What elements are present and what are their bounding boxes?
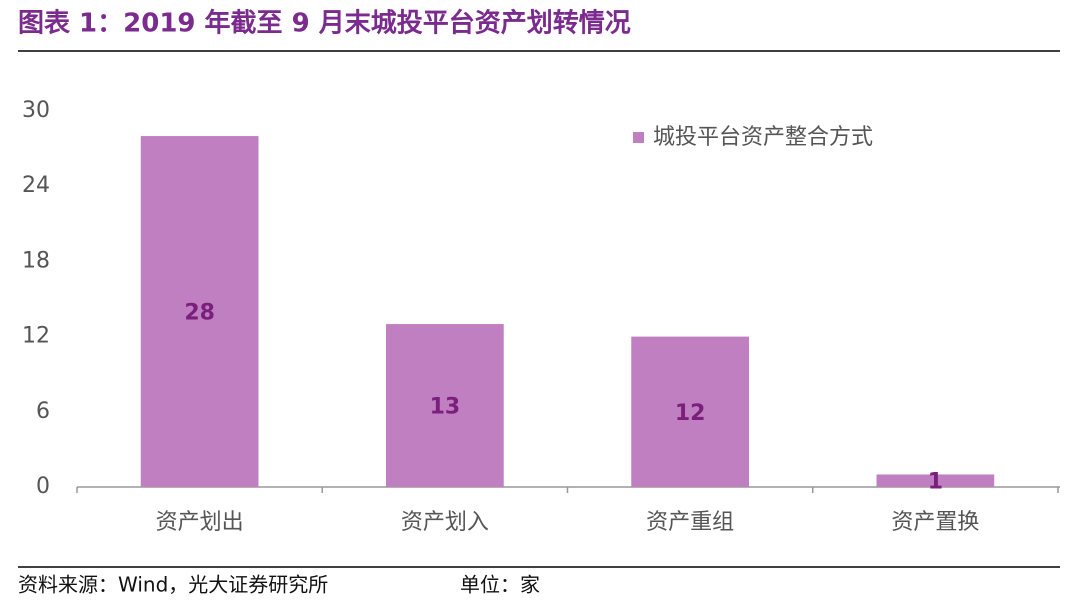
y-tick-label: 0	[36, 474, 50, 499]
x-tick-label: 资产置换	[891, 510, 979, 535]
y-tick-label: 30	[22, 98, 50, 123]
bar	[631, 336, 749, 487]
bar	[140, 136, 259, 488]
x-tick-label: 资产重组	[646, 510, 734, 535]
y-tick-label: 6	[36, 399, 50, 424]
value-label: 13	[430, 395, 461, 420]
x-tick-label: 资产划出	[156, 510, 244, 535]
source-note: 资料来源：Wind，光大证券研究所	[18, 573, 328, 597]
y-tick-label: 18	[22, 248, 50, 273]
legend-label: 城投平台资产整合方式	[653, 125, 873, 150]
bar	[386, 324, 504, 487]
legend-swatch	[633, 132, 644, 143]
x-tick-label: 资产划入	[401, 510, 489, 535]
bar	[876, 474, 995, 487]
value-label: 1	[928, 470, 943, 495]
y-tick-label: 24	[22, 173, 50, 198]
chart-title: 图表 1：2019 年截至 9 月末城投平台资产划转情况	[18, 8, 631, 39]
y-tick-label: 12	[22, 324, 50, 349]
value-label: 12	[675, 401, 706, 426]
value-label: 28	[184, 301, 215, 326]
unit-note: 单位：家	[460, 573, 540, 597]
